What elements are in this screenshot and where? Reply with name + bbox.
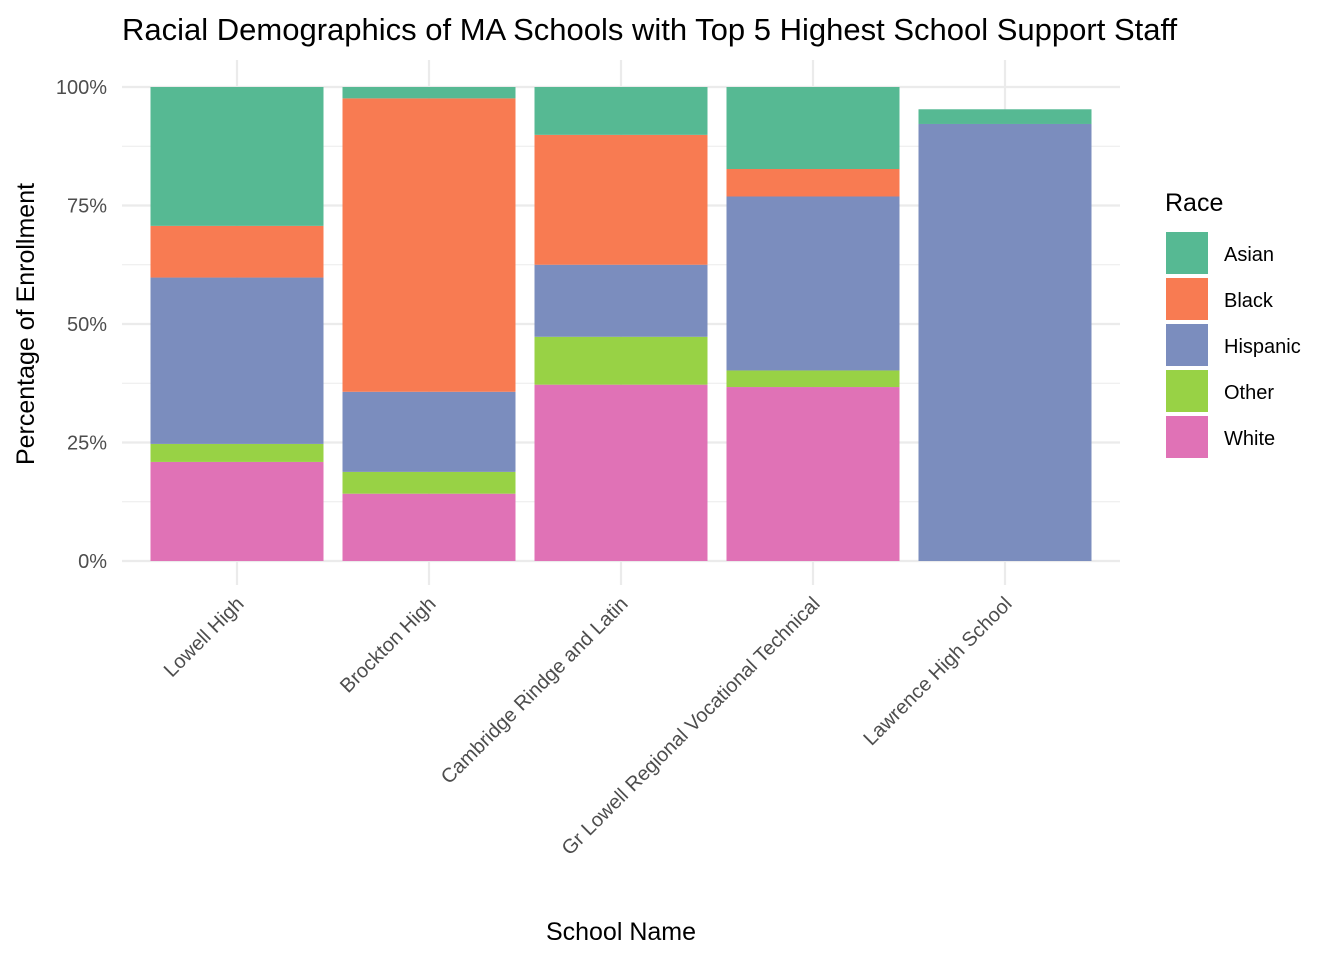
bar-segment-white	[342, 493, 516, 561]
bar-segment-hispanic	[150, 277, 324, 444]
bar-segment-other	[342, 471, 516, 494]
bar-segment-white	[150, 461, 324, 561]
chart-title: Racial Demographics of MA Schools with T…	[122, 12, 1178, 47]
y-tick-label: 0%	[78, 551, 107, 573]
bar-segment-asian	[150, 87, 324, 226]
legend-label-hispanic: Hispanic	[1224, 336, 1301, 358]
bar-segment-black	[534, 134, 708, 265]
y-tick-label: 50%	[67, 314, 107, 336]
bar-segment-hispanic	[726, 196, 900, 371]
bar-segment-other	[150, 443, 324, 462]
bar-segment-black	[150, 225, 324, 278]
bar-segment-hispanic	[534, 264, 708, 337]
bar-segment-other	[726, 370, 900, 388]
x-tick-label: Lawrence High School	[859, 593, 1016, 750]
bar-segment-hispanic	[342, 391, 516, 472]
bar-segment-asian	[534, 87, 708, 135]
x-tick-label: Cambridge Rindge and Latin	[437, 593, 633, 789]
legend-swatch-other	[1166, 370, 1208, 412]
y-tick-label: 75%	[67, 196, 107, 218]
x-tick-label: Lowell High	[160, 593, 249, 682]
bar-segment-asian	[342, 87, 516, 99]
bar-segment-black	[342, 98, 516, 392]
legend-label-black: Black	[1224, 290, 1274, 312]
legend-swatch-hispanic	[1166, 324, 1208, 366]
y-axis-title: Percentage of Enrollment	[12, 183, 40, 465]
bar-segment-asian	[726, 87, 900, 170]
bar-segment-hispanic	[918, 123, 1092, 562]
legend-swatch-asian	[1166, 232, 1208, 274]
y-tick-label: 25%	[67, 433, 107, 455]
legend-label-asian: Asian	[1224, 244, 1274, 266]
legend-label-white: White	[1224, 428, 1275, 450]
y-axis-ticks: 0% 25% 50% 75% 100%	[56, 77, 107, 573]
bar-segment-white	[726, 387, 900, 561]
legend-label-other: Other	[1224, 382, 1274, 404]
bar-segment-black	[726, 169, 900, 197]
legend-title: Race	[1165, 189, 1223, 217]
legend: Race Asian Black Hispanic Other White	[1165, 189, 1301, 458]
legend-swatch-white	[1166, 416, 1208, 458]
bar-segment-asian	[918, 109, 1092, 124]
bar-segment-white	[534, 384, 708, 561]
bars	[150, 87, 1092, 562]
bar-segment-other	[534, 336, 708, 385]
y-tick-label: 100%	[56, 77, 107, 99]
x-axis-title: School Name	[546, 918, 696, 946]
x-tick-label: Brockton High	[336, 593, 440, 697]
legend-swatch-black	[1166, 278, 1208, 320]
